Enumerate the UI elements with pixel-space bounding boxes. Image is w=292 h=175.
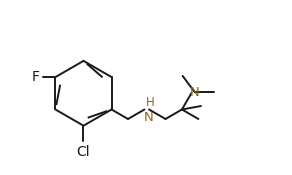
- Text: H: H: [146, 96, 154, 108]
- Text: Cl: Cl: [77, 145, 90, 159]
- Text: N: N: [144, 111, 154, 124]
- Text: N: N: [190, 86, 200, 99]
- Text: F: F: [32, 70, 40, 84]
